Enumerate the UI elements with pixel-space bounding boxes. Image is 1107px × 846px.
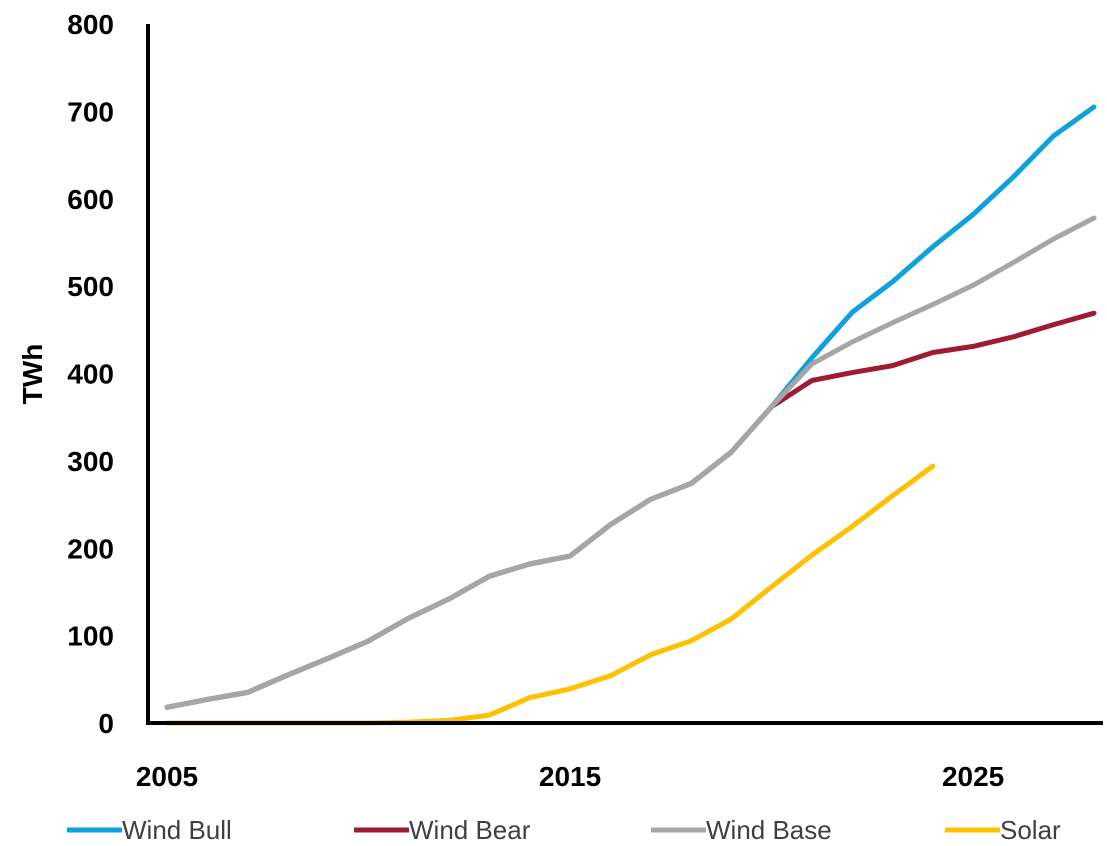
y-tick-label: 800 [67, 9, 114, 40]
legend-label: Wind Bull [122, 815, 232, 845]
y-axis-title: TWh [17, 344, 48, 405]
legend: Wind Bull Wind Bear Wind Base Solar [67, 815, 1061, 845]
y-tick-label: 300 [67, 446, 114, 477]
x-tick-label: 2005 [136, 761, 198, 792]
y-tick-label: 200 [67, 533, 114, 564]
y-tick-label: 400 [67, 359, 114, 390]
x-tick-label: 2015 [539, 761, 601, 792]
legend-label: Solar [1000, 815, 1061, 845]
series-line-wind-base [164, 215, 1097, 710]
y-tick-labels: 0 100 200 300 400 500 600 700 800 [67, 9, 114, 739]
x-tick-label: 2025 [942, 761, 1004, 792]
series-line-wind-bull [164, 104, 1097, 710]
y-tick-label: 700 [67, 96, 114, 127]
legend-item-wind-base: Wind Base [651, 815, 832, 845]
x-tick-labels: 2005 2015 2025 [136, 761, 1004, 792]
legend-item-solar: Solar [945, 815, 1061, 845]
legend-item-wind-bear: Wind Bear [354, 815, 531, 845]
y-tick-label: 600 [67, 184, 114, 215]
legend-item-wind-bull: Wind Bull [67, 815, 232, 845]
y-tick-label: 500 [67, 271, 114, 302]
series-line-solar [164, 463, 936, 726]
plot-lines [164, 104, 1097, 726]
y-tick-label: 100 [67, 621, 114, 652]
legend-label: Wind Bear [409, 815, 531, 845]
legend-label: Wind Base [706, 815, 832, 845]
y-tick-label: 0 [98, 708, 114, 739]
